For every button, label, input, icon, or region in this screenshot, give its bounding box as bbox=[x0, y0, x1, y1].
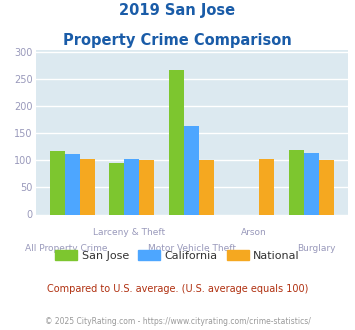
Text: Compared to U.S. average. (U.S. average equals 100): Compared to U.S. average. (U.S. average … bbox=[47, 284, 308, 294]
Bar bbox=[140, 160, 154, 214]
Text: Arson: Arson bbox=[241, 228, 267, 237]
Bar bbox=[80, 159, 94, 214]
Text: Motor Vehicle Theft: Motor Vehicle Theft bbox=[148, 244, 236, 253]
Text: All Property Crime: All Property Crime bbox=[26, 244, 108, 253]
Text: 2019 San Jose: 2019 San Jose bbox=[119, 3, 236, 18]
Text: Burglary: Burglary bbox=[297, 244, 336, 253]
Bar bbox=[304, 153, 319, 215]
Text: Larceny & Theft: Larceny & Theft bbox=[93, 228, 165, 237]
Bar bbox=[289, 149, 304, 214]
Bar bbox=[184, 126, 199, 214]
Legend: San Jose, California, National: San Jose, California, National bbox=[51, 246, 304, 265]
Text: Property Crime Comparison: Property Crime Comparison bbox=[63, 33, 292, 48]
Bar bbox=[199, 160, 214, 214]
Bar bbox=[109, 163, 125, 215]
Bar bbox=[169, 70, 184, 214]
Bar bbox=[319, 160, 334, 214]
Bar bbox=[50, 151, 65, 214]
Bar bbox=[125, 159, 140, 214]
Bar bbox=[259, 159, 274, 214]
Text: © 2025 CityRating.com - https://www.cityrating.com/crime-statistics/: © 2025 CityRating.com - https://www.city… bbox=[45, 317, 310, 326]
Bar bbox=[65, 154, 80, 214]
